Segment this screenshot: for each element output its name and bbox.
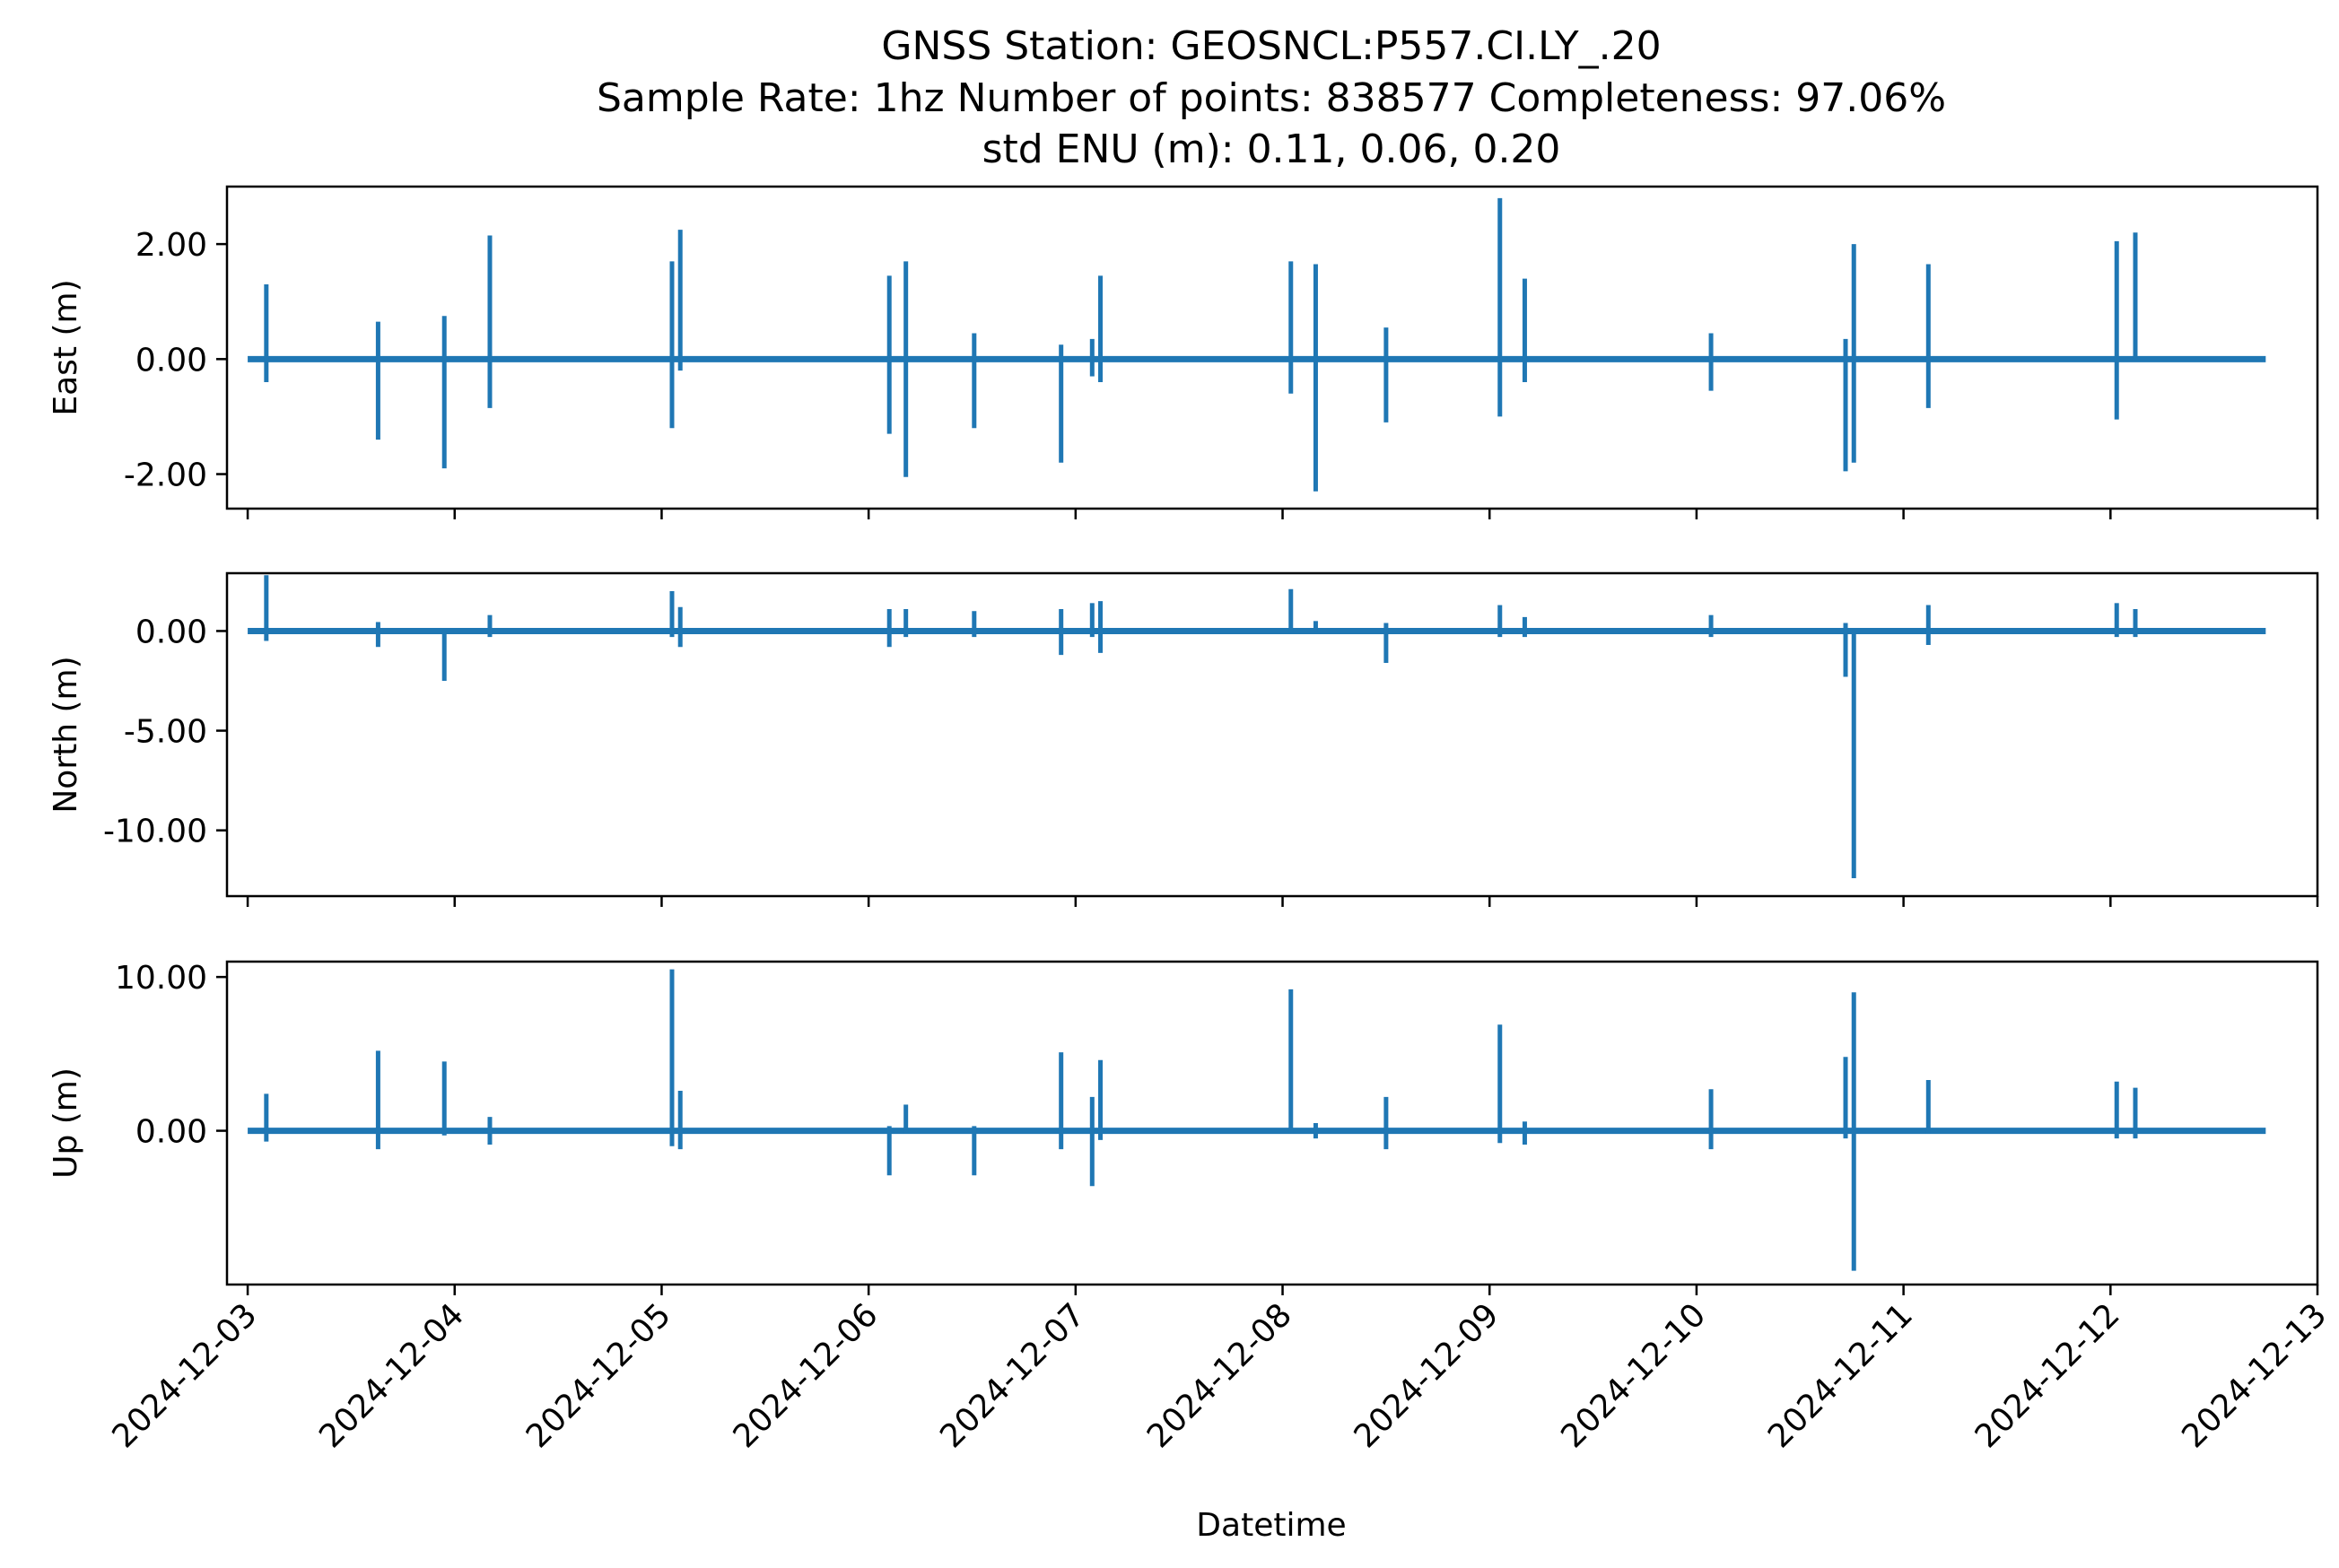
y-tick-label-up-0: 10.00 [115, 960, 207, 997]
y-axis-label-east: East (m) [48, 279, 84, 415]
y-tick-label-east-0: 2.00 [135, 227, 207, 264]
y-tick-label-up-1: 0.00 [135, 1114, 207, 1151]
panel-north: 0.00 -5.00 -10.00 North (m) [48, 571, 2319, 907]
y-tick-label-north-0: 0.00 [135, 614, 207, 650]
axes-frame-east [225, 185, 2319, 510]
y-tick-label-east-1: 0.00 [135, 342, 207, 379]
y-tick-label-east-2: -2.00 [124, 457, 207, 494]
y-axis-label-north: North (m) [48, 656, 84, 813]
chart-title-line-3: std ENU (m): 0.11, 0.06, 0.20 [982, 126, 1561, 172]
y-tick-label-north-1: -5.00 [124, 714, 207, 751]
axes-frame-north [225, 571, 2319, 898]
panel-east: 2.00 0.00 -2.00 East (m) [48, 185, 2319, 519]
chart-title-line-1: GNSS Station: GEOSNCL:P557.CI.LY_.20 [881, 23, 1661, 69]
y-axis-label-up: Up (m) [48, 1067, 84, 1179]
panels-group: 2.00 0.00 -2.00 East (m) 0.00 -5.00 -10.00 Nort… [48, 185, 2319, 1295]
x-axis-label: Datetime [1196, 1507, 1346, 1544]
chart-title-line-2: Sample Rate: 1hz Number of points: 83857… [597, 75, 1946, 121]
axes-frame-up [225, 960, 2319, 1286]
y-tick-label-north-2: -10.00 [103, 814, 207, 850]
panel-up: 10.00 0.00 Up (m) [48, 960, 2319, 1295]
